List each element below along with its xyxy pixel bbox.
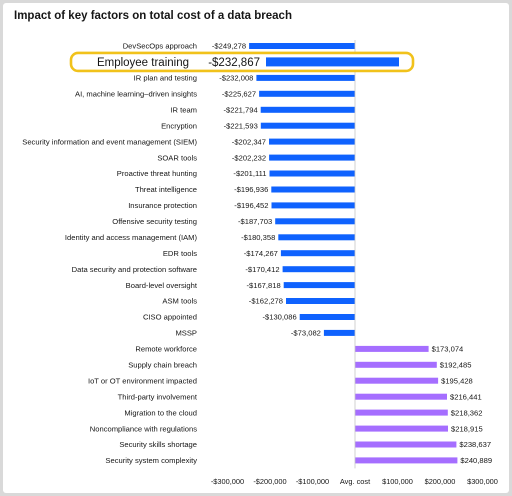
bar [355,377,439,384]
value-label: $240,889 [460,456,492,465]
bar [355,409,448,416]
bar [282,266,355,273]
bar [271,202,355,209]
category-label: Supply chain breach [128,361,197,370]
bar [280,250,355,257]
category-label: Offensive security testing [112,217,197,226]
bar [275,218,355,225]
category-label: Threat intelligence [135,185,197,194]
bar [286,298,355,304]
value-label: -$73,082 [291,329,321,338]
bar [355,441,457,448]
bars-layer: DevSecOps approach -$249,278 IR plan and t… [22,42,492,465]
category-label: IoT or OT environment impacted [88,376,197,385]
category-label: CISO appointed [143,313,197,322]
x-axis-ticks: -$300,000 -$200,000 -$100,000 Avg. cost $100… [211,477,498,486]
category-label: Security information and event managemen… [22,137,197,146]
value-label: -$167,818 [246,281,280,290]
category-label: Remote workforce [135,345,197,354]
category-label: Security system complexity [105,456,197,465]
value-label: -$221,593 [224,121,258,130]
value-label: $238,637 [459,440,491,449]
category-label: Third-party involvement [118,392,198,401]
value-label: -$130,086 [262,313,296,322]
bar [355,425,448,432]
bar [355,457,458,464]
highlight-callout: Employee training -$232,867 [69,51,415,73]
bar [271,186,355,193]
value-label: -$170,412 [245,265,279,274]
category-label: IR plan and testing [134,74,197,83]
category-label: Encryption [161,121,197,130]
category-label: MSSP [175,329,197,338]
category-label: DevSecOps approach [123,42,197,51]
value-label: -$249,278 [212,42,246,51]
category-label: Proactive threat hunting [117,169,197,178]
bar [278,234,355,241]
category-label: Insurance protection [128,201,197,210]
value-label: -$201,111 [233,169,266,178]
highlight-bar [266,57,399,67]
value-label: -$180,358 [241,233,275,242]
category-label: Security skills shortage [119,440,197,449]
category-label: SOAR tools [157,153,197,162]
bar [283,282,355,289]
value-label: -$174,267 [244,249,278,258]
value-label: -$202,232 [232,153,266,162]
value-label: -$196,452 [234,201,268,210]
bar [260,106,355,113]
value-label: $173,074 [432,345,464,354]
x-tick-label: -$300,000 [211,477,244,486]
bar [260,122,355,129]
category-label: AI, machine learning–driven insights [75,90,197,99]
chart-title: Impact of key factors on total cost of a… [14,10,292,22]
category-label: Identity and access management (IAM) [65,233,198,242]
category-label: IR team [170,106,197,115]
category-label: Board-level oversight [126,281,198,290]
category-label: Data security and protection software [72,265,197,274]
value-label: $195,428 [441,376,473,385]
bar [269,170,355,177]
chart-card: Impact of key factors on total cost of a… [3,3,509,493]
bar [259,90,355,97]
value-label: -$196,936 [234,185,268,194]
bar [299,314,355,320]
bar [269,154,355,161]
value-label: -$187,703 [238,217,272,226]
category-label: EDR tools [163,249,197,258]
category-label: Noncompliance with regulations [90,424,197,433]
highlight-category-label: Employee training [97,57,189,69]
category-label: Migration to the cloud [124,408,197,417]
highlight-value-label: -$232,867 [208,57,260,69]
bar-chart: DevSecOps approach -$249,278 IR plan and t… [22,40,498,486]
bar [256,74,355,81]
value-label: $218,915 [451,424,483,433]
value-label: $192,485 [440,361,472,370]
x-tick-label: Avg. cost [340,477,370,486]
value-label: $218,362 [451,408,483,417]
value-label: $216,441 [450,392,482,401]
x-tick-label: $100,000 [382,477,413,486]
x-tick-label: -$100,000 [296,477,329,486]
value-label: -$221,794 [223,106,257,115]
x-tick-label: $200,000 [425,477,456,486]
bar [355,361,437,368]
value-label: -$162,278 [249,297,283,306]
bar [355,345,429,352]
x-tick-label: -$200,000 [253,477,286,486]
category-label: ASM tools [162,297,197,306]
value-label: -$232,008 [219,74,253,83]
bar [323,329,355,336]
bar [249,43,355,49]
value-label: -$225,627 [222,90,256,99]
bar [269,138,355,145]
x-tick-label: $300,000 [467,477,498,486]
value-label: -$202,347 [232,137,266,146]
bar [355,393,447,400]
